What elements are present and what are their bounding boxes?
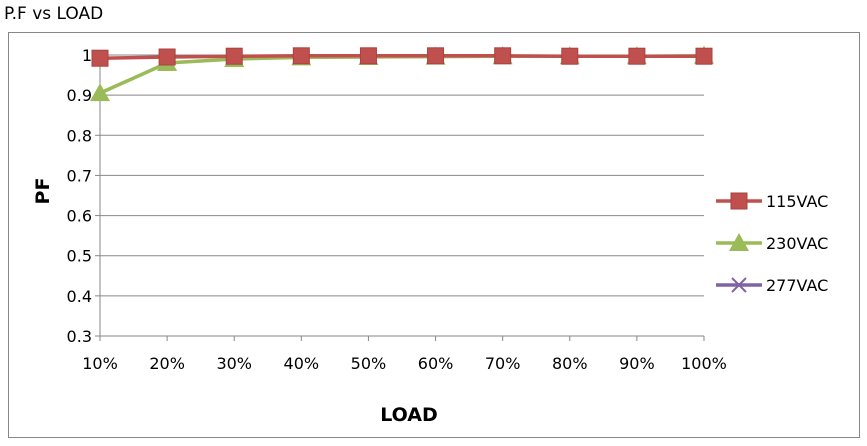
y-tick-label: 0.8	[67, 126, 92, 145]
x-tick-label: 50%	[351, 354, 387, 373]
data-point-115VAC	[359, 47, 377, 65]
x-tick-labels: 10% 20% 30% 40% 50% 60% 70% 80% 90% 100%	[82, 354, 727, 373]
data-point-115VAC	[695, 47, 713, 65]
y-tick-label: 1	[82, 46, 92, 65]
data-point-230VAC	[90, 83, 110, 102]
legend: 115VAC 230VAC 277VAC	[716, 192, 828, 295]
data-point-115VAC	[292, 47, 310, 65]
data-point-115VAC	[427, 47, 445, 65]
x-axis-title: LOAD	[380, 404, 438, 426]
x-tick-label: 80%	[552, 354, 588, 373]
series-line-230VAC	[99, 54, 705, 95]
legend-marker	[729, 233, 749, 251]
legend-marker	[731, 277, 747, 293]
x-tick-label: 100%	[681, 354, 727, 373]
y-tick-labels: 0.3 0.4 0.5 0.6 0.7 0.8 0.9 1	[67, 46, 92, 346]
legend-label: 115VAC	[766, 192, 828, 211]
data-point-115VAC	[494, 47, 512, 65]
axes	[95, 54, 705, 341]
y-axis-title: PF	[32, 178, 54, 205]
chart-svg: 0.3 0.4 0.5 0.6 0.7 0.8 0.9 1 10% 20% 30% 40% 50% 60…	[32, 45, 828, 426]
y-tick-label: 0.3	[67, 327, 92, 346]
data-point-115VAC	[561, 47, 579, 65]
data-point-115VAC	[158, 48, 176, 66]
x-tick-label: 70%	[485, 354, 521, 373]
y-tick-label: 0.4	[67, 287, 92, 306]
x-tick-label: 10%	[82, 354, 118, 373]
y-tick-label: 0.5	[67, 247, 92, 266]
chart-frame: 0.3 0.4 0.5 0.6 0.7 0.8 0.9 1 10% 20% 30% 40% 50% 60…	[8, 32, 860, 438]
y-tick-label: 0.6	[67, 207, 92, 226]
x-tick-label: 30%	[216, 354, 252, 373]
series-line-115VAC	[99, 54, 704, 60]
gridlines	[100, 54, 704, 297]
y-tick-label: 0.9	[67, 86, 92, 105]
legend-label: 230VAC	[766, 234, 828, 253]
x-tick-label: 20%	[149, 354, 185, 373]
chart-title: P.F vs LOAD	[4, 4, 104, 24]
data-point-115VAC	[91, 49, 109, 67]
legend-item-230VAC: 230VAC	[716, 233, 828, 253]
legend-marker	[730, 192, 748, 210]
data-point-115VAC	[225, 47, 243, 65]
legend-item-277VAC: 277VAC	[716, 276, 828, 295]
x-tick-label: 90%	[619, 354, 655, 373]
y-tick-label: 0.7	[67, 166, 92, 185]
x-tick-label: 60%	[418, 354, 454, 373]
data-point-115VAC	[628, 47, 646, 65]
series-115VAC	[91, 47, 713, 67]
legend-item-115VAC: 115VAC	[716, 192, 828, 211]
series-group	[90, 45, 714, 102]
legend-label: 277VAC	[766, 276, 828, 295]
x-tick-label: 40%	[284, 354, 320, 373]
